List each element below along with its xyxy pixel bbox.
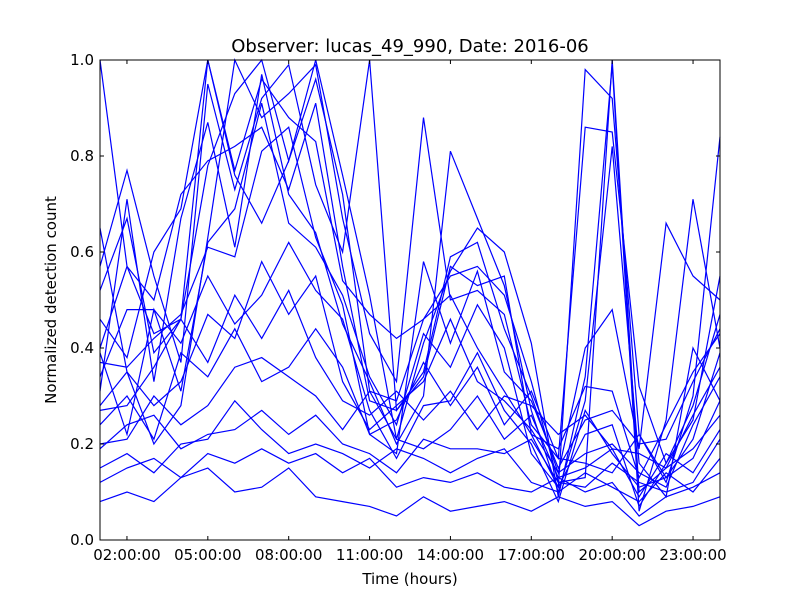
series-line-12 xyxy=(99,289,721,469)
x-axis-label: Time (hours) xyxy=(361,570,457,588)
series-line-16 xyxy=(99,399,721,503)
series-line-10 xyxy=(99,241,721,504)
x-axis: 02:00:00 05:00:00 08:00:00 11:00:00 14:00:00… xyxy=(93,60,727,564)
y-axis: 0.0 0.2 0.4 0.6 0.8 1.0 xyxy=(70,51,720,549)
series-line-8 xyxy=(99,126,721,470)
series-line-9 xyxy=(99,103,721,508)
x-tick-label: 11:00:00 xyxy=(336,546,403,564)
x-tick-label: 02:00:00 xyxy=(93,546,160,564)
y-tick-label: 0.6 xyxy=(70,243,94,261)
chart-title: Observer: lucas_49_990, Date: 2016-06 xyxy=(231,36,588,57)
x-tick-label: 17:00:00 xyxy=(498,546,565,564)
series-line-17 xyxy=(99,448,721,517)
y-tick-label: 0.4 xyxy=(70,339,94,357)
x-tick-label: 08:00:00 xyxy=(255,546,322,564)
series-line-15 xyxy=(99,409,721,493)
y-tick-label: 0.0 xyxy=(70,531,94,549)
y-axis-label: Normalized detection count xyxy=(42,196,60,404)
series-line-14 xyxy=(99,356,721,498)
series-line-18 xyxy=(99,467,721,527)
series-line-11 xyxy=(99,260,721,489)
y-tick-label: 0.2 xyxy=(70,435,94,453)
y-tick-label: 1.0 xyxy=(70,51,94,69)
x-tick-label: 23:00:00 xyxy=(659,546,726,564)
y-tick-label: 0.8 xyxy=(70,147,94,165)
series-line-6 xyxy=(99,74,721,499)
x-tick-label: 05:00:00 xyxy=(174,546,241,564)
x-tick-label: 20:00:00 xyxy=(578,546,645,564)
series-layer xyxy=(99,57,721,527)
x-tick-label: 14:00:00 xyxy=(417,546,484,564)
plot-frame xyxy=(99,59,721,541)
